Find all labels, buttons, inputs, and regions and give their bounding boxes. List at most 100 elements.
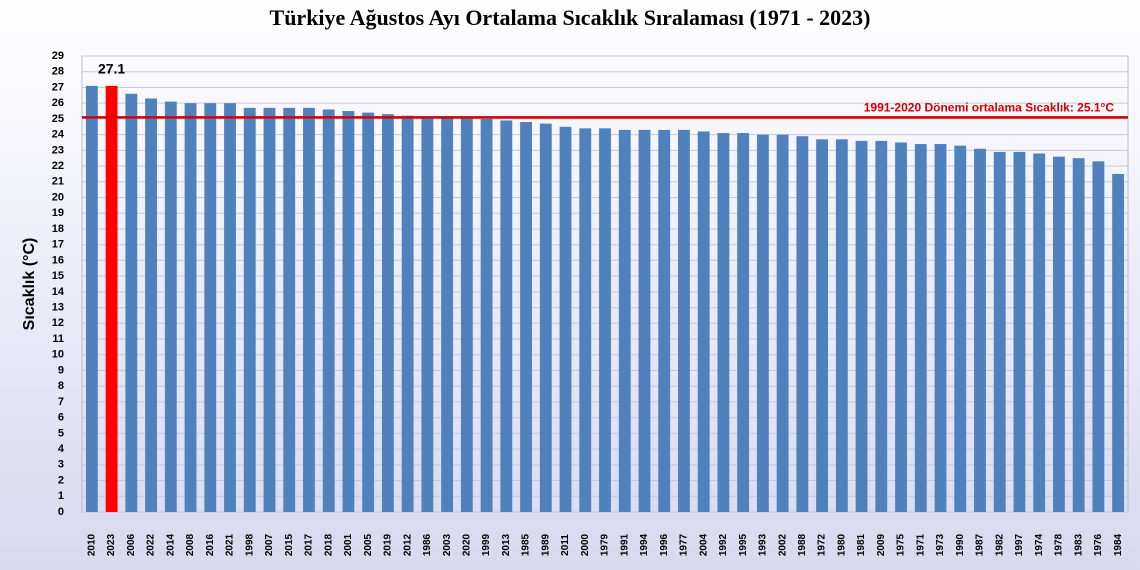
reference-label: 1991-2020 Dönemi ortalama Sıcaklık: 25.1… — [864, 100, 1115, 114]
bar — [756, 134, 769, 512]
bar — [204, 103, 217, 512]
bar — [1112, 173, 1125, 512]
y-tick-label: 27 — [52, 81, 64, 93]
x-tick-label: 1988 — [797, 533, 808, 556]
bar — [441, 117, 454, 513]
y-tick-label: 22 — [52, 160, 64, 172]
data-label: 27.1 — [98, 61, 125, 77]
bar — [855, 140, 868, 512]
x-tick-label: 2009 — [876, 533, 887, 556]
x-tick-label: 1976 — [1093, 533, 1104, 556]
y-tick-label: 24 — [52, 129, 65, 141]
bar — [954, 145, 967, 513]
x-tick-label: 2017 — [304, 533, 315, 556]
y-tick-label: 10 — [52, 349, 64, 361]
y-tick-label: 4 — [58, 443, 65, 455]
y-tick-label: 29 — [52, 50, 64, 62]
x-tick-label: 1985 — [521, 533, 532, 556]
y-tick-label: 12 — [52, 317, 64, 329]
bar — [243, 107, 256, 513]
x-tick-label: 1975 — [896, 533, 907, 556]
bar — [599, 128, 611, 512]
y-tick-label: 13 — [52, 301, 64, 313]
bar — [85, 85, 98, 513]
x-tick-label: 2021 — [225, 533, 236, 556]
x-tick-label: 1987 — [975, 533, 986, 556]
y-tick-label: 17 — [52, 239, 64, 251]
x-tick-label: 2016 — [205, 533, 216, 556]
x-tick-label: 1978 — [1054, 533, 1065, 556]
x-tick-label: 1986 — [422, 533, 433, 556]
bar — [480, 118, 493, 513]
y-tick-label: 20 — [52, 191, 64, 203]
bar — [1072, 158, 1085, 512]
x-tick-label: 1971 — [915, 533, 926, 556]
x-tick-label: 1990 — [955, 533, 966, 556]
x-tick-label: 2000 — [580, 533, 591, 556]
y-tick-label: 15 — [52, 270, 64, 282]
x-tick-label: 1989 — [540, 533, 551, 556]
bar — [717, 133, 730, 512]
bar — [796, 136, 809, 512]
bar — [559, 126, 572, 513]
x-tick-label: 1991 — [619, 533, 630, 556]
bar — [224, 103, 236, 512]
y-axis-label: Sıcaklık (°C) — [21, 238, 38, 331]
x-tick-label: 2007 — [264, 533, 275, 556]
y-tick-label: 0 — [58, 506, 64, 518]
bar — [934, 144, 947, 512]
bar — [164, 101, 177, 512]
bar — [105, 85, 118, 513]
y-tick-label: 5 — [58, 427, 64, 439]
x-tick-label: 1972 — [817, 533, 828, 556]
x-tick-label: 2022 — [146, 533, 157, 556]
y-tick-label: 3 — [58, 459, 64, 471]
bar — [776, 134, 789, 512]
bar — [835, 139, 848, 512]
x-tick-label: 2006 — [126, 533, 137, 556]
bar — [145, 98, 157, 512]
bar — [638, 129, 651, 512]
y-tick-label: 1 — [58, 490, 64, 502]
y-tick-label: 9 — [58, 364, 64, 376]
x-tick-label: 2003 — [442, 533, 453, 556]
x-tick-label: 1983 — [1073, 533, 1084, 556]
x-tick-label: 2004 — [698, 533, 709, 556]
x-tick-label: 1984 — [1113, 533, 1124, 556]
y-tick-label: 23 — [52, 144, 64, 156]
bar — [125, 93, 138, 513]
y-tick-label: 11 — [52, 333, 64, 345]
x-tick-label: 1977 — [679, 533, 690, 556]
bar — [737, 133, 750, 512]
x-tick-label: 1998 — [244, 533, 255, 556]
y-tick-label: 8 — [58, 380, 64, 392]
x-tick-label: 1982 — [994, 533, 1005, 556]
y-tick-label: 2 — [58, 474, 64, 486]
y-tick-label: 19 — [52, 207, 64, 219]
x-tick-label: 1994 — [639, 533, 650, 556]
bar — [184, 103, 197, 512]
bar — [460, 117, 473, 513]
x-tick-label: 2008 — [185, 533, 196, 556]
x-tick-label: 1974 — [1034, 533, 1045, 556]
bar — [974, 148, 986, 513]
x-tick-label: 2001 — [343, 533, 354, 556]
bar — [303, 107, 315, 513]
y-tick-label: 14 — [52, 286, 65, 298]
bar — [658, 129, 671, 512]
x-tick-label: 1981 — [856, 533, 867, 556]
bar — [875, 140, 888, 512]
y-tick-label: 7 — [58, 396, 64, 408]
bar — [421, 117, 434, 513]
y-tick-label: 6 — [58, 412, 64, 424]
y-tick-label: 16 — [52, 254, 64, 266]
y-tick-label: 26 — [52, 97, 64, 109]
x-tick-label: 1973 — [935, 533, 946, 556]
x-tick-label: 1979 — [600, 533, 611, 556]
bar — [401, 115, 414, 513]
bar — [579, 128, 592, 512]
bar — [1053, 156, 1065, 513]
x-tick-label: 2019 — [383, 533, 394, 556]
x-tick-label: 1992 — [718, 533, 729, 556]
